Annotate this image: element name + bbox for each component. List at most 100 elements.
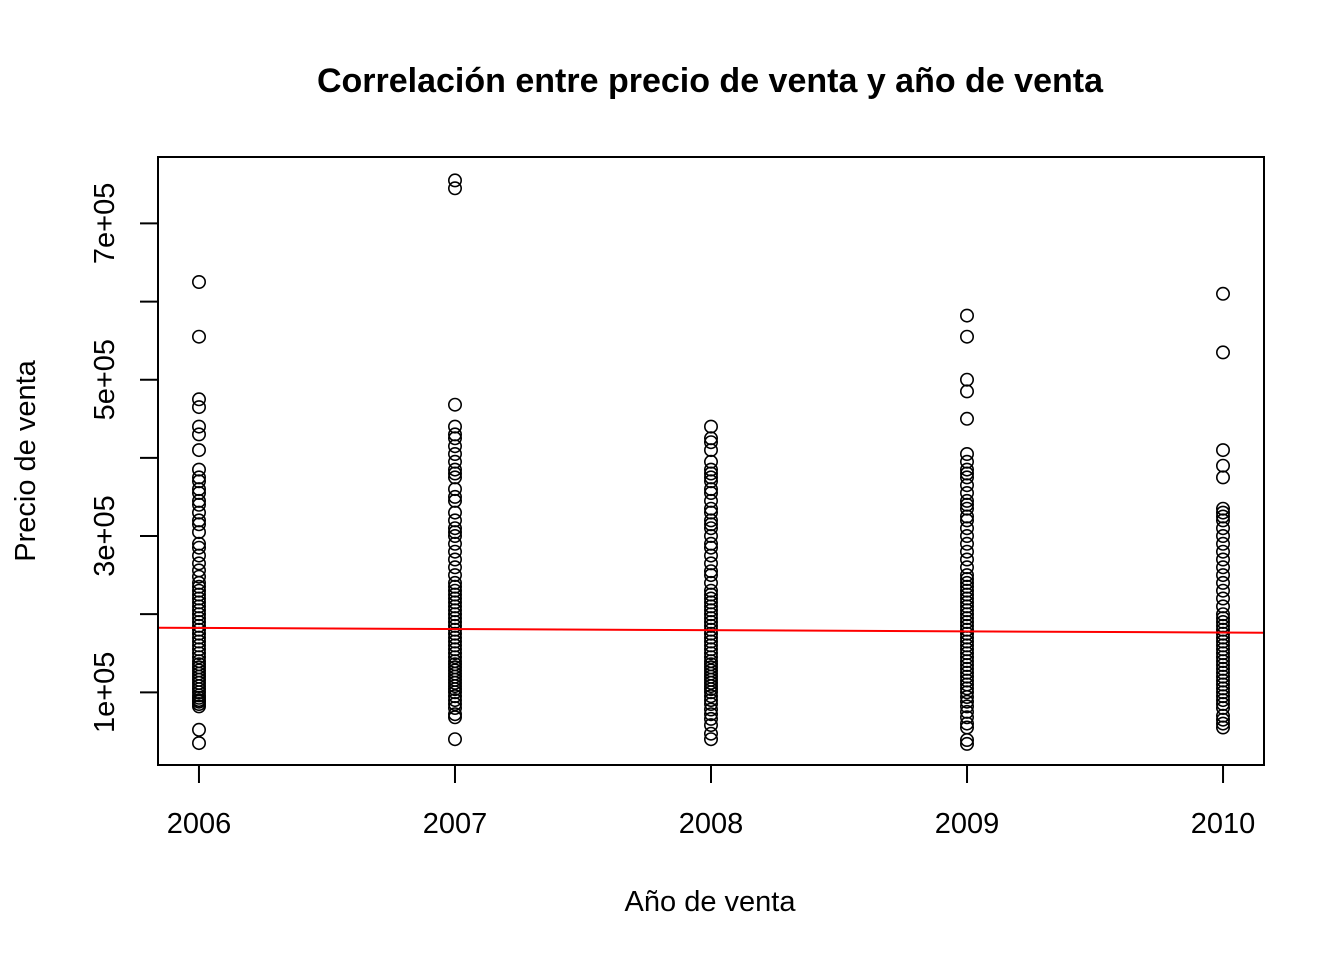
data-point (1216, 345, 1231, 360)
y-tick-label: 3e+05 (89, 495, 121, 576)
data-point (959, 552, 974, 567)
data-point (1216, 505, 1231, 520)
data-point (192, 427, 207, 442)
data-point (1216, 560, 1231, 575)
data-point (1216, 614, 1231, 629)
data-point (703, 564, 718, 579)
data-point (959, 710, 974, 725)
data-point (959, 308, 974, 323)
data-point (959, 372, 974, 387)
data-point (1216, 286, 1231, 301)
regression-line (157, 626, 1265, 634)
data-point (703, 470, 718, 485)
data-point (703, 462, 718, 477)
data-point (959, 720, 974, 735)
data-point (703, 583, 718, 598)
data-point (703, 726, 718, 741)
data-point (192, 579, 207, 594)
data-point (447, 693, 462, 708)
data-point (447, 521, 462, 536)
data-point (959, 536, 974, 551)
data-point (959, 704, 974, 719)
data-point (1216, 607, 1231, 622)
data-point (1216, 509, 1231, 524)
data-point (192, 540, 207, 555)
data-point (703, 707, 718, 722)
data-point (703, 732, 718, 747)
data-point (703, 693, 718, 708)
data-point (703, 718, 718, 733)
data-point (703, 689, 718, 704)
data-point (447, 732, 462, 747)
data-point (192, 736, 207, 751)
y-axis: 1e+05 3e+05 5e+05 7e+05 (89, 183, 159, 733)
data-point (1216, 528, 1231, 543)
data-point (447, 707, 462, 722)
data-point (1216, 583, 1231, 598)
data-point (192, 513, 207, 528)
y-axis-label: Precio de venta (10, 359, 42, 561)
data-point (447, 583, 462, 598)
data-points (192, 173, 1231, 751)
x-tick-label: 2010 (1191, 808, 1256, 840)
data-point (959, 384, 974, 399)
data-point (447, 575, 462, 590)
data-point (447, 489, 462, 504)
data-point (192, 470, 207, 485)
data-point (703, 702, 718, 717)
data-point (192, 400, 207, 415)
data-point (447, 568, 462, 583)
data-point (1216, 470, 1231, 485)
data-point (192, 556, 207, 571)
data-point (959, 736, 974, 751)
x-tick-label: 2006 (167, 808, 232, 840)
data-point (447, 454, 462, 469)
data-point (1216, 552, 1231, 567)
x-axis: 2006 2007 2008 2009 2010 (167, 764, 1256, 840)
data-point (959, 560, 974, 575)
data-point (1216, 443, 1231, 458)
data-point (447, 528, 462, 543)
data-point (959, 329, 974, 344)
data-point (959, 485, 974, 500)
data-point (1216, 458, 1231, 473)
data-point (703, 556, 718, 571)
data-point (703, 711, 718, 726)
x-tick-label: 2009 (935, 808, 1000, 840)
data-point (447, 397, 462, 412)
data-point (447, 689, 462, 704)
data-point (959, 528, 974, 543)
data-point (959, 501, 974, 516)
data-point (192, 419, 207, 434)
data-point (447, 560, 462, 575)
chart-title: Correlación entre precio de venta y año … (317, 62, 1104, 100)
data-point (959, 694, 974, 709)
data-point (1216, 599, 1231, 614)
data-point (447, 427, 462, 442)
data-point (959, 575, 974, 590)
data-point (447, 544, 462, 559)
data-point (959, 568, 974, 583)
y-tick-label: 5e+05 (89, 339, 121, 420)
data-point (447, 470, 462, 485)
data-point (959, 454, 974, 469)
data-point (447, 513, 462, 528)
data-point (703, 521, 718, 536)
data-point (959, 699, 974, 714)
data-point (192, 583, 207, 598)
data-point (703, 435, 718, 450)
data-point (703, 591, 718, 606)
data-point (192, 563, 207, 578)
x-tick-label: 2007 (423, 808, 488, 840)
data-point (447, 482, 462, 497)
data-point (192, 392, 207, 407)
data-point (447, 505, 462, 520)
y-tick-label: 7e+05 (89, 183, 121, 264)
x-tick-label: 2008 (679, 808, 744, 840)
data-point (447, 181, 462, 196)
data-point (703, 536, 718, 551)
data-point (447, 462, 462, 477)
data-point (1216, 536, 1231, 551)
data-point (1216, 716, 1231, 731)
